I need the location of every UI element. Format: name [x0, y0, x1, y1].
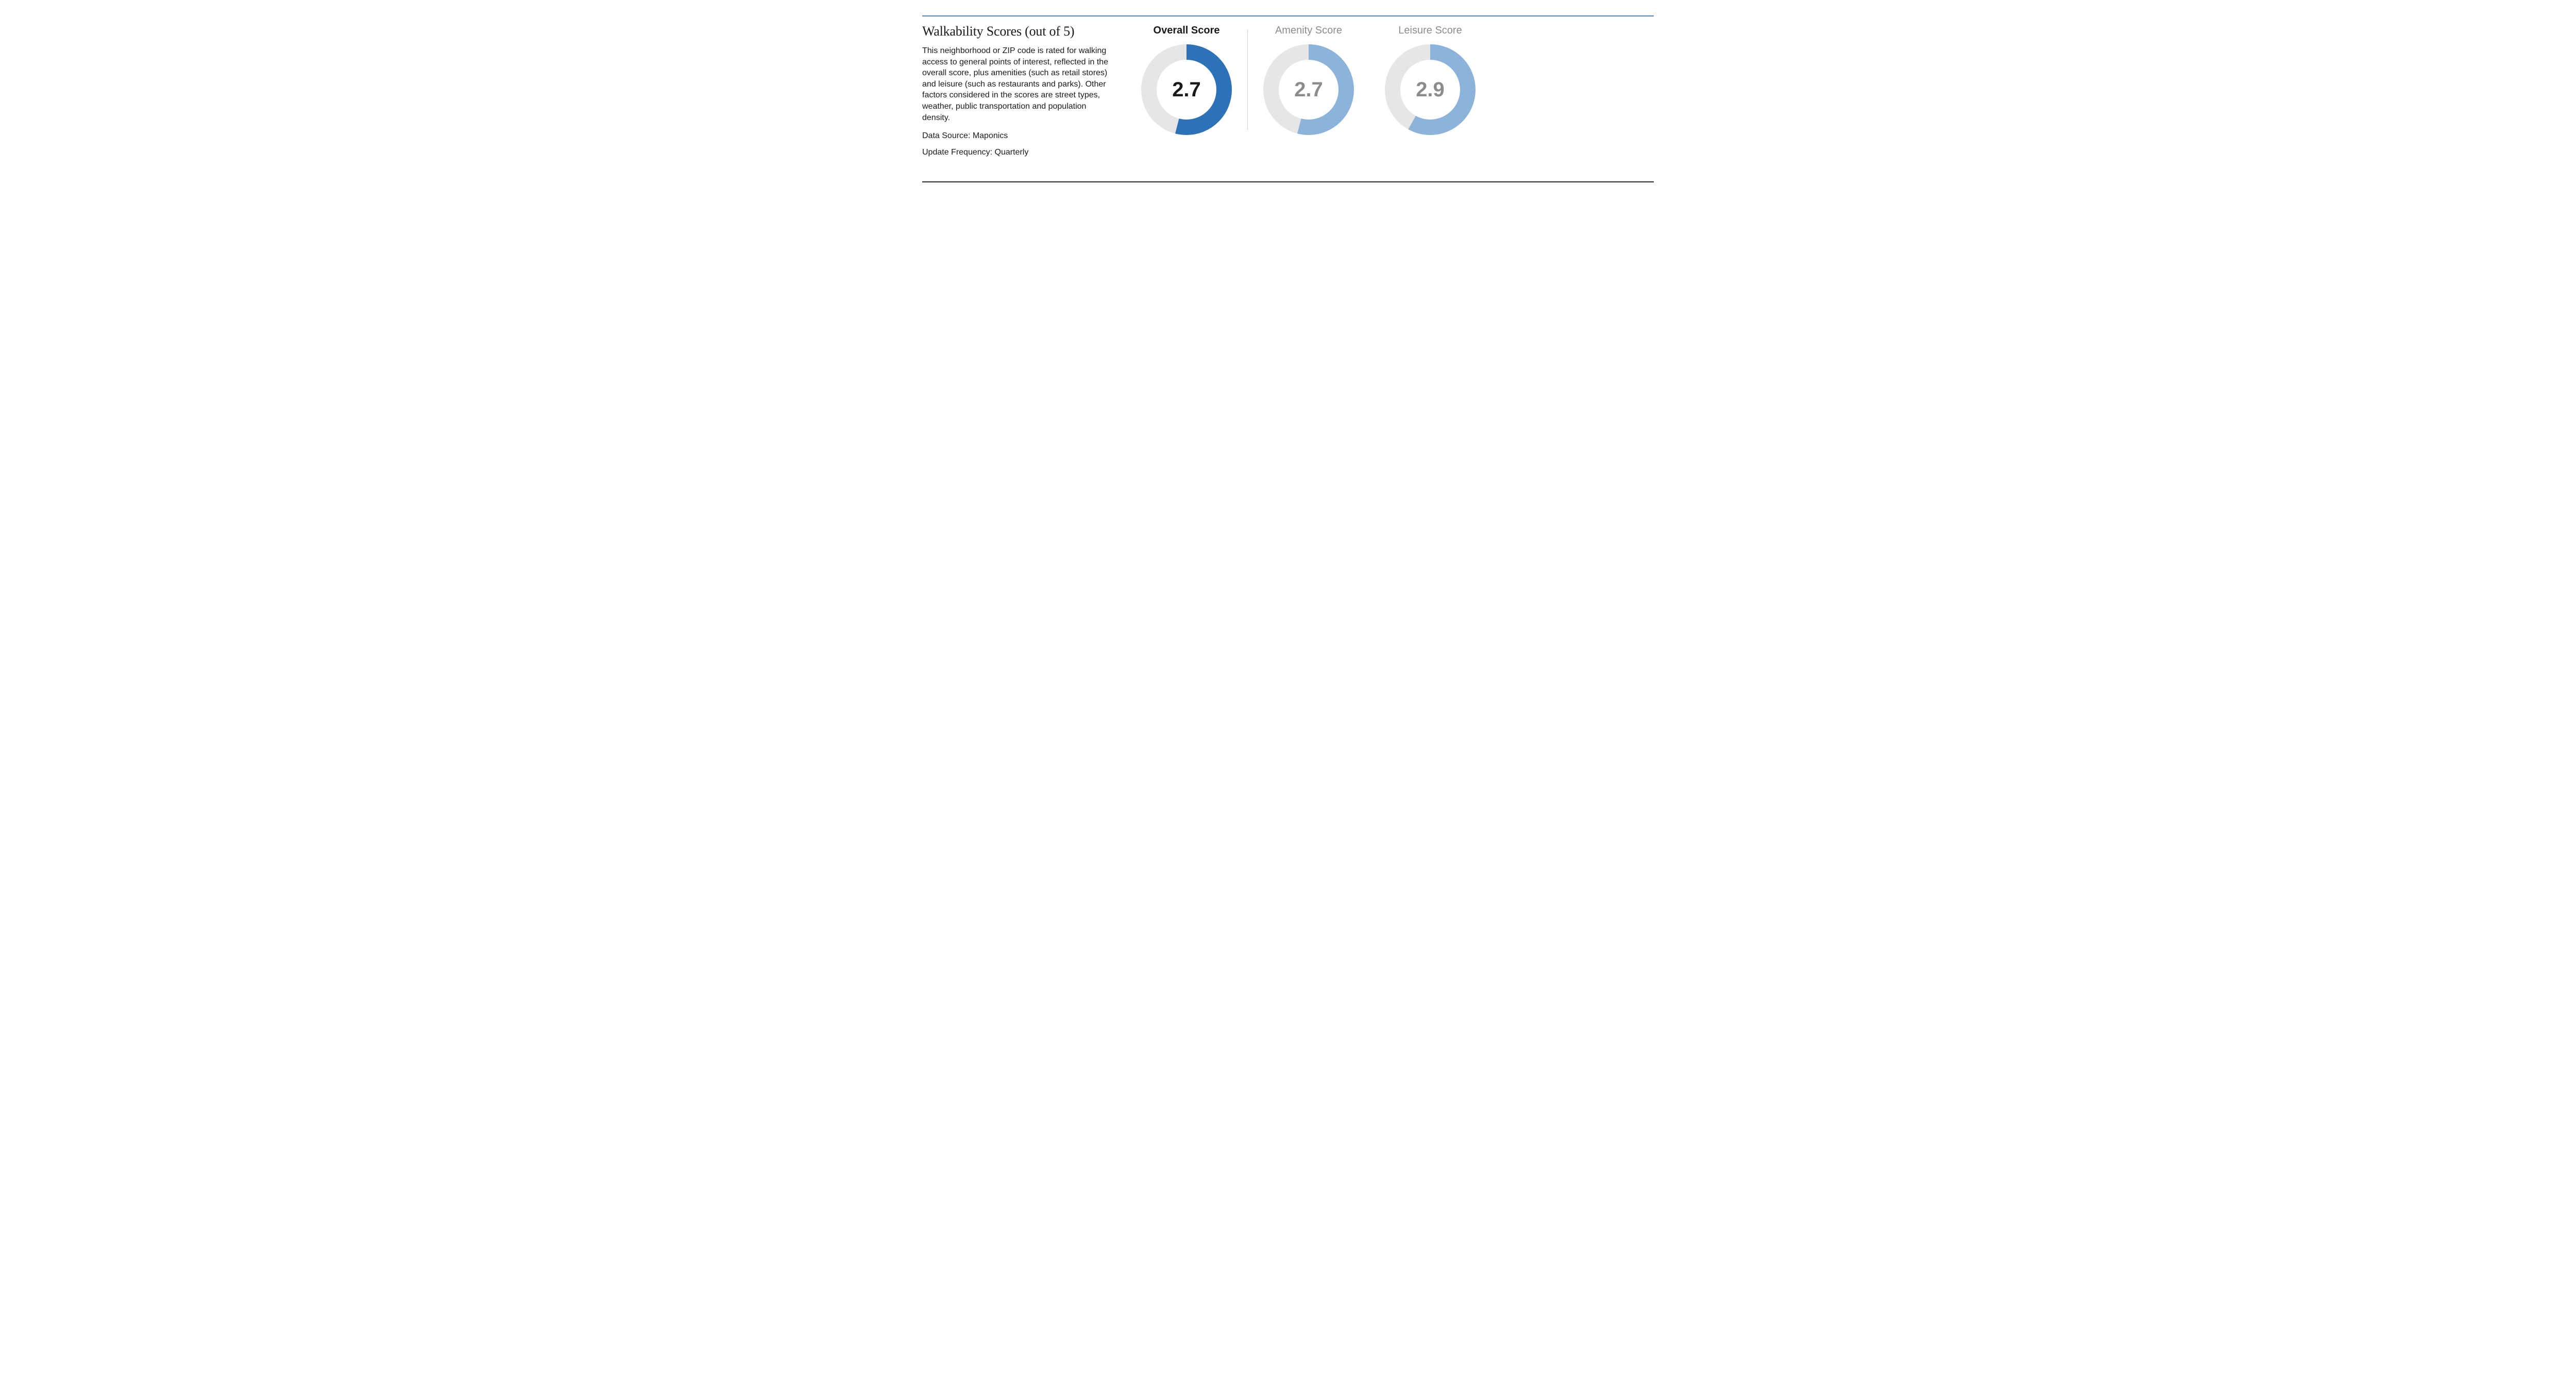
top-rule [922, 15, 1654, 16]
score-label-leisure: Leisure Score [1398, 25, 1462, 37]
donut-leisure: 2.9 [1385, 44, 1476, 135]
update-frequency: Update Frequency: Quarterly [922, 147, 1115, 158]
scores-row: Overall Score 2.7 Amenity Score [1126, 24, 1491, 135]
score-label-amenity: Amenity Score [1275, 25, 1342, 37]
data-source: Data Source: Maponics [922, 130, 1115, 142]
donut-amenity: 2.7 [1263, 44, 1354, 135]
walkability-panel: Walkability Scores (out of 5) This neigh… [896, 0, 1680, 198]
score-leisure: Leisure Score 2.9 [1369, 25, 1491, 135]
score-label-overall: Overall Score [1154, 25, 1220, 37]
bottom-rule [922, 181, 1654, 182]
score-value-leisure: 2.9 [1385, 44, 1476, 135]
content-row: Walkability Scores (out of 5) This neigh… [922, 24, 1654, 163]
donut-overall: 2.7 [1141, 44, 1232, 135]
section-description: This neighborhood or ZIP code is rated f… [922, 45, 1115, 123]
score-value-overall: 2.7 [1141, 44, 1232, 135]
score-overall: Overall Score 2.7 [1126, 25, 1247, 135]
score-amenity: Amenity Score 2.7 [1248, 25, 1369, 135]
score-value-amenity: 2.7 [1263, 44, 1354, 135]
section-title: Walkability Scores (out of 5) [922, 24, 1115, 39]
left-column: Walkability Scores (out of 5) This neigh… [922, 24, 1126, 163]
